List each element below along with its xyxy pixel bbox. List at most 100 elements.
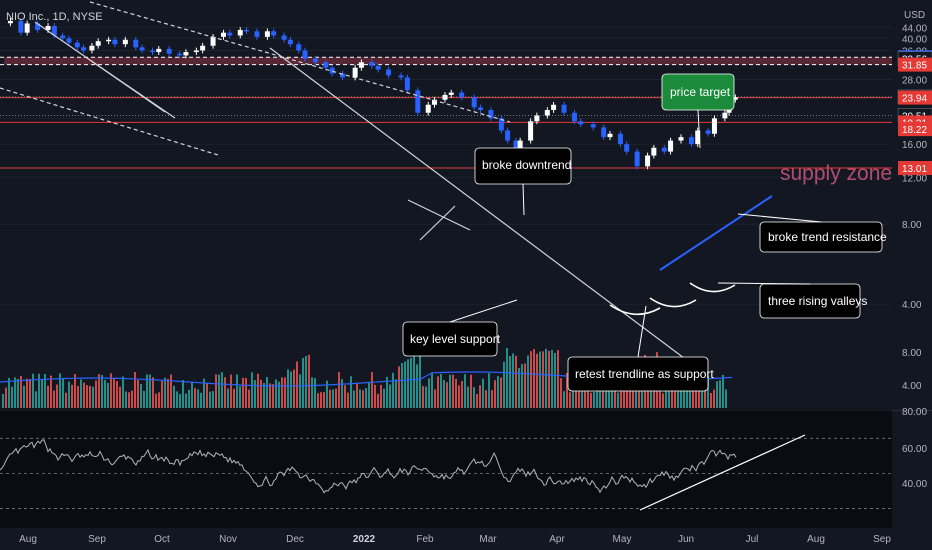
volume-bar xyxy=(455,378,457,408)
volume-bar xyxy=(443,380,445,408)
volume-bar xyxy=(617,392,619,408)
volume-bar xyxy=(275,379,277,408)
annotation-text: key level support xyxy=(410,332,501,346)
volume-bar xyxy=(326,380,328,408)
candle-body xyxy=(425,104,431,113)
volume-bar xyxy=(266,377,268,408)
volume-bar xyxy=(704,376,706,408)
volume-bar xyxy=(233,388,235,408)
volume-bar xyxy=(134,372,136,408)
volume-bar xyxy=(293,369,295,408)
candle-body xyxy=(477,107,483,111)
candle-body xyxy=(551,104,557,111)
volume-bar xyxy=(554,353,556,408)
volume-bar xyxy=(692,378,694,408)
volume-tick-label: 8.00 xyxy=(902,348,922,359)
candle-body xyxy=(534,115,540,122)
candle-body xyxy=(45,25,51,30)
volume-bar xyxy=(44,373,46,408)
volume-bar xyxy=(56,384,58,408)
time-tick-label: Oct xyxy=(154,534,170,545)
candle-body xyxy=(711,118,717,134)
price-level-label: 31.85 xyxy=(902,61,927,72)
candle-body xyxy=(590,124,596,128)
candle-body xyxy=(404,77,410,91)
chart-title: NIO Inc., 1D, NYSE xyxy=(6,11,103,23)
volume-bar xyxy=(74,374,76,408)
candle-body xyxy=(329,67,335,74)
volume-bar xyxy=(335,388,337,408)
volume-bar xyxy=(71,384,73,408)
volume-bar xyxy=(542,351,544,408)
volume-bar xyxy=(155,393,157,408)
volume-bar xyxy=(206,383,208,408)
volume-bar xyxy=(164,377,166,408)
volume-bar xyxy=(62,377,64,408)
price-tick-label: 4.00 xyxy=(902,300,922,311)
volume-bar xyxy=(176,391,178,408)
rsi-pane-bg xyxy=(0,410,892,528)
volume-bar xyxy=(710,393,712,408)
candle-body xyxy=(601,127,607,138)
candle-body xyxy=(695,130,701,145)
time-tick-label: Aug xyxy=(19,534,37,545)
volume-bar xyxy=(356,382,358,408)
annotation-text: three rising valleys xyxy=(768,294,867,308)
volume-bar xyxy=(167,378,169,408)
volume-bar xyxy=(179,393,181,408)
volume-bar xyxy=(425,386,427,408)
volume-bar xyxy=(413,355,415,408)
volume-bar xyxy=(698,374,700,408)
volume-bar xyxy=(77,385,79,408)
candle-body xyxy=(193,50,199,53)
candle-body xyxy=(112,39,118,45)
candle-body xyxy=(561,104,567,113)
volume-bar xyxy=(683,383,685,408)
volume-bar xyxy=(92,386,94,408)
volume-bar xyxy=(254,380,256,408)
volume-bar xyxy=(374,384,376,408)
volume-bar xyxy=(188,389,190,408)
candle-body xyxy=(624,144,630,152)
volume-bar xyxy=(389,384,391,408)
volume-bar xyxy=(41,379,43,408)
volume-tick-label: 4.00 xyxy=(902,381,922,392)
volume-bar xyxy=(23,385,25,408)
volume-bar xyxy=(344,385,346,408)
volume-bar xyxy=(662,393,664,408)
annotation-pointer xyxy=(449,299,518,323)
volume-bar xyxy=(686,375,688,408)
annotations: price target broke downtrend broke trend r… xyxy=(402,73,887,392)
volume-bar xyxy=(434,389,436,408)
volume-bar xyxy=(305,355,307,408)
volume-bar xyxy=(479,385,481,408)
candle-body xyxy=(688,137,694,145)
volume-bar xyxy=(362,390,364,408)
volume-bar xyxy=(419,352,421,408)
volume-bar xyxy=(245,378,247,408)
volume-bar xyxy=(581,383,583,408)
volume-bar xyxy=(671,376,673,408)
time-tick-label: Mar xyxy=(479,534,497,545)
candle-body xyxy=(369,62,375,66)
volume-bar xyxy=(251,372,253,408)
candle-body xyxy=(352,67,358,78)
volume-bar xyxy=(194,388,196,408)
candle-body xyxy=(177,53,183,56)
volume-bar xyxy=(95,380,97,408)
volume-bar xyxy=(182,379,184,408)
volume-bar xyxy=(347,392,349,408)
volume-bar xyxy=(512,353,514,408)
volume-bar xyxy=(284,377,286,408)
supply-zone-label: supply zone xyxy=(780,162,892,185)
volume-bar xyxy=(437,376,439,408)
candle-body xyxy=(722,112,728,119)
valley-arc xyxy=(609,304,661,316)
candle-body xyxy=(139,47,145,51)
candle-body xyxy=(375,65,381,70)
candle-body xyxy=(578,121,584,125)
candle-body xyxy=(705,130,711,134)
volume-bar xyxy=(209,391,211,408)
candle-body xyxy=(264,31,270,37)
